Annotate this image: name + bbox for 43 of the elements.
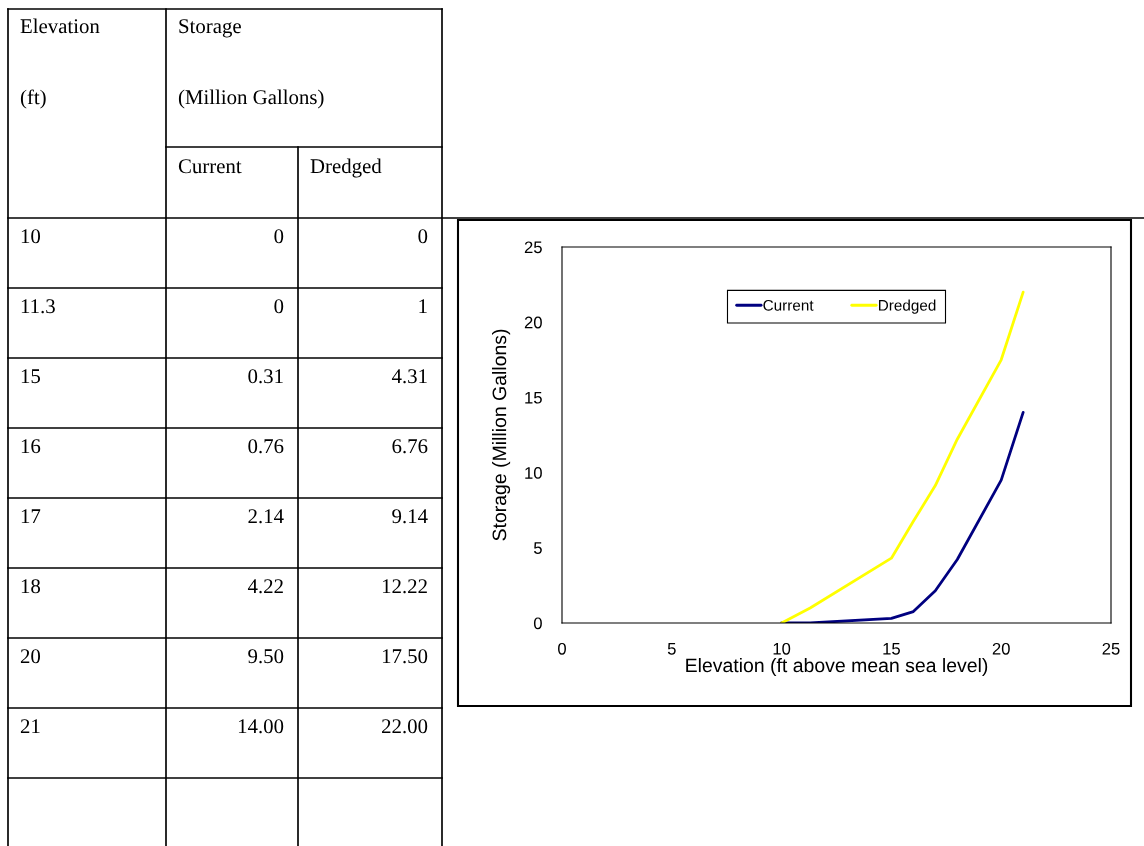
x-tick-label: 10 <box>773 642 791 655</box>
text: 9.14 <box>392 509 428 524</box>
x-tick-label: 25 <box>1102 642 1120 655</box>
y-tick-label: 0 <box>533 617 542 630</box>
legend-label: Dredged <box>878 299 936 314</box>
text: 0.31 <box>248 369 283 384</box>
y-tick-label: 10 <box>525 467 542 479</box>
text: Current <box>178 159 242 174</box>
x-tick-label: 15 <box>883 643 900 655</box>
text: 9.50 <box>248 649 284 664</box>
text: 6.76 <box>392 439 428 454</box>
text: 4.22 <box>247 579 283 594</box>
text: 4.31 <box>391 369 427 384</box>
x-tick-label: 20 <box>992 642 1010 655</box>
text: 18 <box>21 579 41 594</box>
x-tick-label: 5 <box>667 643 676 655</box>
text: 17.50 <box>382 649 428 664</box>
x-tick-label: 0 <box>558 642 566 655</box>
text: 0 <box>274 299 284 314</box>
text: 0 <box>418 229 428 244</box>
text: 11.3 <box>21 299 55 314</box>
text: Elevation (ft) <box>20 18 100 109</box>
text: 2.14 <box>248 509 284 524</box>
y-tick-label: 15 <box>525 391 542 404</box>
x-axis-title: Elevation (ft above mean sea level) <box>686 657 988 677</box>
y-axis-title: Storage (Million Gallons) <box>492 329 511 541</box>
y-tick-label: 5 <box>533 542 542 554</box>
text: 22.00 <box>382 719 428 734</box>
text: 16 <box>21 439 41 454</box>
text: 14.00 <box>238 719 284 734</box>
text: Storage (Million Gallons) <box>178 19 324 109</box>
text: 1 <box>419 299 427 314</box>
text: 21 <box>20 719 40 734</box>
text: 15 <box>21 369 41 384</box>
y-tick-label: 25 <box>524 241 542 254</box>
text: 10 <box>21 229 41 244</box>
text: Dredged <box>310 158 382 178</box>
legend-label: Current <box>763 299 814 311</box>
y-tick-label: 20 <box>524 316 542 329</box>
text: 17 <box>21 509 41 524</box>
text: 0.76 <box>248 439 284 454</box>
text: 12.22 <box>382 579 427 594</box>
text: 0 <box>274 229 284 244</box>
